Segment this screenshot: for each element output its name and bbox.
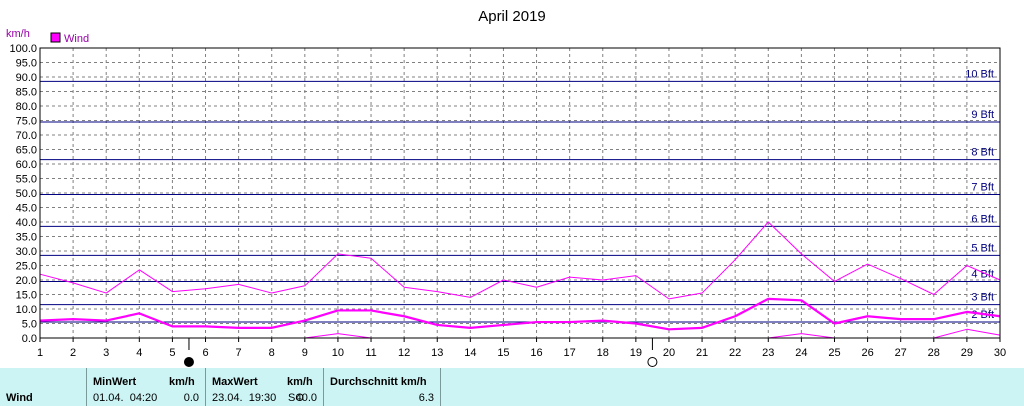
- y-tick-label: 30.0: [16, 246, 37, 258]
- y-tick-label: 15.0: [16, 290, 37, 302]
- x-tick-label: 9: [302, 347, 308, 359]
- max-unit: km/h: [287, 376, 313, 388]
- series-line-max: [39, 221, 1001, 300]
- beaufort-label: 8 Bft: [971, 147, 994, 159]
- grid: [39, 47, 1001, 339]
- stats-panel: Wind MinWert km/h 01.04. 04:20 0.0 MaxWe…: [0, 368, 1024, 406]
- beaufort-label: 7 Bft: [971, 181, 994, 193]
- full-moon-icon: [647, 357, 658, 367]
- x-tick-label: 7: [236, 347, 242, 359]
- x-tick-label: 13: [431, 347, 443, 359]
- x-tick-label: 27: [895, 347, 907, 359]
- x-tick-label: 4: [136, 347, 142, 359]
- y-tick-label: 50.0: [16, 188, 37, 200]
- plot-frame: [39, 47, 1001, 339]
- x-tick-label: 15: [497, 347, 509, 359]
- min-unit: km/h: [169, 376, 195, 388]
- x-tick-label: 2: [70, 347, 76, 359]
- x-tick-label: 11: [365, 347, 376, 359]
- y-tick-label: 65.0: [16, 145, 37, 157]
- beaufort-label: 10 Bft: [965, 68, 994, 80]
- y-tick-label: 55.0: [16, 174, 37, 186]
- beaufort-label: 6 Bft: [971, 213, 994, 225]
- y-tick-label: 90.0: [16, 72, 37, 84]
- x-tick-label: 25: [828, 347, 840, 359]
- y-tick-label: 25.0: [16, 261, 37, 273]
- series-line-average: [39, 297, 1001, 331]
- y-tick-label: 80.0: [16, 101, 37, 113]
- y-unit-label: km/h: [6, 28, 30, 40]
- stats-avg-cell: Durchschnitt km/h 6.3: [324, 368, 441, 406]
- beaufort-label: 3 Bft: [971, 292, 994, 304]
- y-tick-label: 85.0: [16, 87, 37, 99]
- y-tick-label: 75.0: [16, 116, 37, 128]
- min-header: MinWert: [93, 376, 137, 388]
- y-axis-ticks: 0.0 5.0 10.0 15.0 20.0 25.0 30.0 35.0 40.0 45.0 50…: [9, 43, 37, 345]
- beaufort-label: 9 Bft: [971, 109, 994, 121]
- x-axis-ticks: 1 2 3 4 5 6 7 8 9 10 11 12 13 14 15 16 17 18 19 20 21 22 23 24 2…: [37, 338, 1006, 359]
- beaufort-label: 4 Bft: [971, 268, 994, 280]
- x-tick-label: 12: [398, 347, 410, 359]
- max-time: 23.04. 19:30: [212, 392, 277, 404]
- y-tick-label: 35.0: [16, 232, 37, 244]
- legend-label: Wind: [64, 33, 89, 45]
- y-tick-label: 40.0: [16, 217, 37, 229]
- stats-max-cell: MaxWert km/h 23.04. 19:30 SO 40.0: [206, 368, 324, 406]
- y-tick-label: 70.0: [16, 130, 37, 142]
- new-moon-icon: [183, 357, 194, 367]
- y-tick-label: 95.0: [16, 58, 37, 70]
- legend-swatch: [50, 32, 61, 43]
- x-tick-label: 19: [630, 347, 642, 359]
- x-tick-label: 20: [663, 347, 675, 359]
- avg-value: 6.3: [418, 392, 434, 404]
- x-tick-label: 23: [762, 347, 774, 359]
- x-tick-label: 16: [530, 347, 542, 359]
- x-tick-label: 3: [103, 347, 109, 359]
- y-tick-label: 5.0: [22, 319, 37, 331]
- y-tick-label: 45.0: [16, 203, 37, 215]
- y-tick-label: 20.0: [16, 275, 37, 287]
- x-tick-label: 26: [861, 347, 873, 359]
- min-time: 01.04. 04:20: [93, 392, 158, 404]
- y-tick-label: 10.0: [16, 304, 37, 316]
- stats-min-cell: MinWert km/h 01.04. 04:20 0.0: [87, 368, 206, 406]
- x-tick-label: 6: [202, 347, 208, 359]
- stats-row-label-cell: Wind: [0, 368, 87, 406]
- avg-header: Durchschnitt km/h: [330, 376, 427, 388]
- max-value: 40.0: [295, 392, 317, 404]
- beaufort-label: 5 Bft: [971, 242, 994, 254]
- x-tick-label: 21: [696, 347, 708, 359]
- x-tick-label: 28: [928, 347, 940, 359]
- x-tick-label: 14: [464, 347, 476, 359]
- max-direction: SO: [288, 392, 304, 404]
- x-tick-label: 8: [269, 347, 275, 359]
- x-tick-label: 5: [169, 347, 175, 359]
- y-tick-label: 0.0: [22, 333, 37, 345]
- x-tick-label: 17: [564, 347, 576, 359]
- max-header: MaxWert: [212, 376, 258, 388]
- x-tick-label: 29: [961, 347, 973, 359]
- min-value: 0.0: [183, 392, 199, 404]
- x-tick-label: 1: [37, 347, 43, 359]
- chart-title: April 2019: [478, 8, 546, 25]
- x-tick-label: 18: [597, 347, 609, 359]
- x-tick-label: 30: [994, 347, 1006, 359]
- x-tick-label: 22: [729, 347, 741, 359]
- moon-phases: [183, 338, 658, 367]
- series-line-min: [40, 328, 1001, 339]
- x-tick-label: 10: [332, 347, 344, 359]
- x-tick-label: 24: [795, 347, 807, 359]
- y-tick-label: 100.0: [9, 43, 37, 55]
- y-tick-label: 60.0: [16, 159, 37, 171]
- stats-row-label: Wind: [6, 392, 33, 404]
